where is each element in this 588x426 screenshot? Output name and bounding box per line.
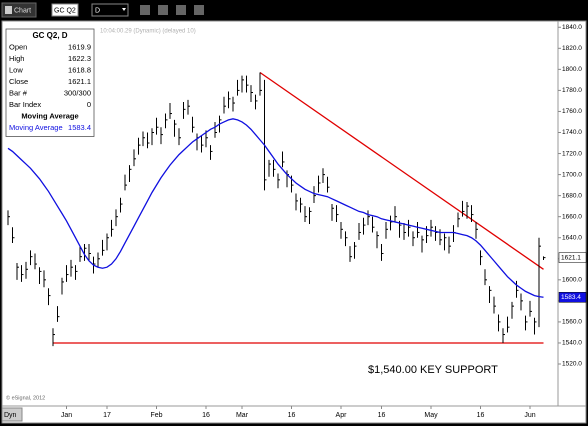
- y-tick-label: 1700.0: [562, 171, 582, 178]
- y-tick-label: 1820.0: [562, 45, 582, 52]
- tool-icon[interactable]: [140, 5, 150, 15]
- tool-icon[interactable]: [158, 5, 168, 15]
- x-tick-label: Jun: [524, 412, 535, 419]
- y-tick-label: 1760.0: [562, 108, 582, 115]
- tab-icon: [5, 6, 12, 14]
- interval-dropdown[interactable]: [91, 3, 129, 17]
- interval-text: D: [95, 7, 100, 14]
- info-ma-value: 1583.4: [68, 123, 91, 132]
- tool-icon[interactable]: [176, 5, 186, 15]
- chart-header: 10:04:00.29 (Dynamic) (delayed 10): [100, 29, 196, 35]
- info-title: GC Q2, D: [32, 31, 67, 40]
- y-tick-label: 1740.0: [562, 129, 582, 136]
- x-tick-label: May: [424, 412, 438, 419]
- annotation: $1,540.00 KEY SUPPORT: [368, 364, 498, 376]
- ma-price-tag-box: [558, 292, 587, 303]
- x-tick-label: 17: [103, 412, 111, 419]
- x-tick-label: 16: [288, 412, 296, 419]
- tab-label: Chart: [14, 7, 31, 14]
- info-value: 1621.1: [68, 77, 91, 86]
- x-tick-label: Apr: [336, 412, 348, 419]
- symbol-text: GC Q2: [54, 7, 76, 14]
- mode-label: Dyn: [4, 412, 17, 419]
- dropdown-arrow: [122, 8, 126, 11]
- x-tick-label: 16: [378, 412, 386, 419]
- info-label: Bar #: [9, 88, 28, 97]
- info-value: 1622.3: [68, 54, 91, 63]
- info-label: High: [9, 54, 24, 63]
- info-value: 1619.9: [68, 42, 91, 51]
- chart-panel: [1, 20, 587, 424]
- tool-icon[interactable]: [194, 5, 204, 15]
- symbol-input[interactable]: [51, 3, 79, 17]
- y-tick-label: 1600.0: [562, 277, 582, 284]
- y-tick-label: 1540.0: [562, 340, 582, 347]
- moving-average-line: [7, 118, 544, 298]
- info-label: Close: [9, 77, 28, 86]
- trend-line: [259, 71, 544, 270]
- last-price-tag: 1621.1: [561, 254, 581, 261]
- x-tick-label: Jan: [61, 412, 72, 419]
- y-tick-label: 1680.0: [562, 192, 582, 199]
- info-label: Bar Index: [9, 100, 41, 109]
- y-tick-label: 1520.0: [562, 361, 582, 368]
- info-value: 1618.8: [68, 65, 91, 74]
- x-tick-label: Feb: [150, 412, 162, 419]
- x-tick-label: Mar: [236, 412, 249, 419]
- info-label: Low: [9, 65, 23, 74]
- info-label: Open: [9, 42, 27, 51]
- y-tick-label: 1800.0: [562, 66, 582, 73]
- last-price-tag-box: [558, 252, 587, 263]
- mode-button[interactable]: [1, 407, 23, 422]
- info-value: 300/300: [64, 88, 91, 97]
- ma-price-tag: 1583.4: [561, 294, 581, 301]
- x-tick-label: 16: [202, 412, 210, 419]
- info-section: Moving Average: [21, 111, 78, 120]
- y-tick-label: 1720.0: [562, 150, 582, 157]
- y-tick-label: 1840.0: [562, 24, 582, 31]
- y-tick-label: 1640.0: [562, 234, 582, 241]
- y-tick-label: 1560.0: [562, 319, 582, 326]
- x-tick-label: 16: [477, 412, 485, 419]
- info-value: 0: [87, 100, 91, 109]
- info-box: [5, 28, 95, 137]
- y-tick-label: 1780.0: [562, 87, 582, 94]
- y-tick-label: 1660.0: [562, 213, 582, 220]
- copyright: © eSignal, 2012: [6, 394, 45, 401]
- info-ma-label: Moving Average: [9, 123, 63, 132]
